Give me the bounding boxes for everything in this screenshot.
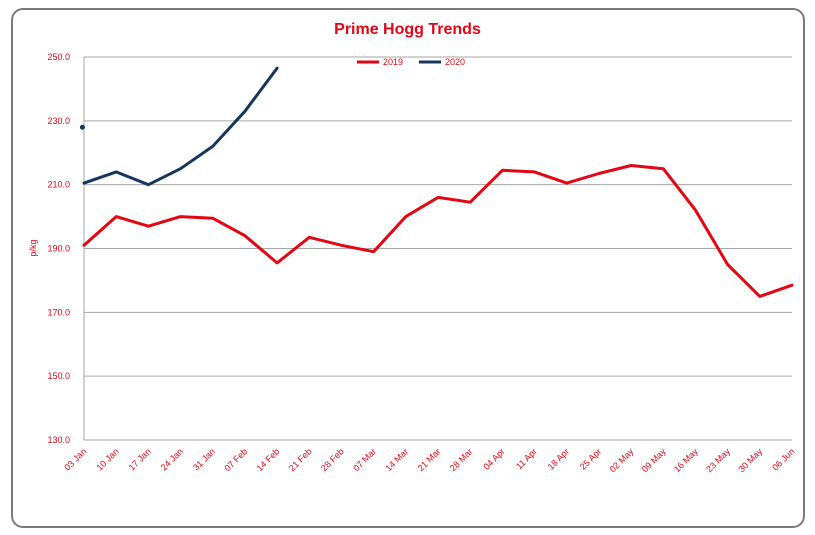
y-axis-label: p/kg (28, 239, 38, 256)
x-tick-label: 16 May (672, 446, 700, 474)
x-tick-label: 10 Jan (94, 446, 120, 472)
y-tick-label: 150.0 (47, 371, 70, 381)
x-tick-label: 21 Feb (287, 446, 314, 473)
series-line-2020 (82, 66, 279, 187)
y-tick-label: 230.0 (47, 116, 70, 126)
x-tick-label: 02 May (608, 446, 636, 474)
x-tick-label: 14 Mar (383, 446, 410, 473)
chart-frame (11, 8, 805, 528)
x-tick-label: 23 May (704, 446, 732, 474)
series-lines (79, 66, 794, 298)
y-tick-label: 210.0 (47, 180, 70, 190)
x-tick-label: 21 Mar (416, 446, 443, 473)
y-tick-label: 130.0 (47, 435, 70, 445)
x-tick-label: 24 Jan (159, 446, 185, 472)
legend-label-2020: 2020 (445, 57, 465, 67)
x-tick-label: 31 Jan (191, 446, 217, 472)
y-tick-label: 250.0 (47, 52, 70, 62)
isolated-point-2020 (79, 124, 85, 130)
x-tick-label: 04 Apr (481, 446, 506, 471)
x-tick-label: 07 Mar (351, 446, 378, 473)
grid-lines (83, 56, 792, 441)
x-tick-label: 17 Jan (127, 446, 153, 472)
series-line-2019 (82, 164, 794, 298)
x-tick-labels: 03 Jan 10 Jan 17 Jan 24 Jan 31 Jan 07 Feb 14 F… (62, 446, 796, 474)
y-tick-label: 170.0 (47, 307, 70, 317)
legend-label-2019: 2019 (383, 57, 403, 67)
x-tick-label: 11 Apr (514, 446, 539, 471)
legend: 2019 2020 (357, 57, 465, 67)
x-tick-label: 06 Jun (770, 446, 796, 472)
x-tick-label: 07 Feb (222, 446, 249, 473)
x-tick-label: 28 Mar (448, 446, 475, 473)
x-tick-label: 25 Apr (578, 446, 603, 471)
y-tick-label: 190.0 (47, 244, 70, 254)
y-tick-labels: 130.0 150.0 170.0 190.0 210.0 230.0 250.0 (47, 52, 70, 445)
x-tick-label: 30 May (736, 446, 764, 474)
x-tick-label: 09 May (640, 446, 668, 474)
chart-title: Prime Hogg Trends (334, 21, 481, 38)
x-tick-label: 18 Apr (546, 446, 571, 471)
x-tick-label: 14 Feb (255, 446, 282, 473)
x-tick-label: 28 Feb (319, 446, 346, 473)
x-tick-label: 03 Jan (62, 446, 88, 472)
